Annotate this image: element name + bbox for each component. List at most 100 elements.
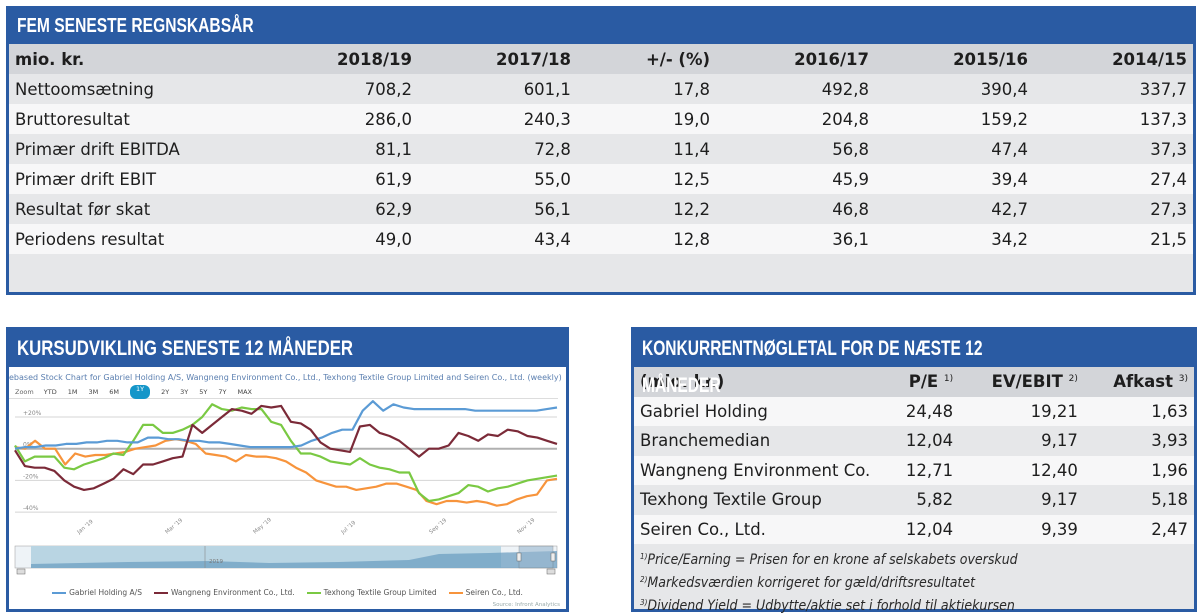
column-header: +/- (%) (576, 44, 717, 74)
cell-value: 3,93 (1083, 426, 1194, 456)
empty-cell (9, 254, 259, 284)
cell-value: 72,8 (417, 134, 577, 164)
legend-label: Gabriel Holding A/S (69, 588, 142, 597)
footnote: 2)Markedsværdien korrigeret for gæld/dri… (640, 570, 1188, 593)
row-label: Periodens resultat (9, 224, 259, 254)
chart-source: Source: Infront Analytics (492, 602, 560, 608)
cell-value: 12,2 (576, 194, 717, 224)
peer-row: Gabriel Holding 24,48 19,21 1,63 (634, 396, 1194, 426)
cell-value: 9,39 (959, 514, 1084, 544)
zoom-button-2y[interactable]: 2Y (161, 387, 170, 396)
chart-subtitle: ebased Stock Chart for Gabriel Holding A… (9, 373, 562, 382)
stock-chart-title: KURSUDVIKLING SENESTE 12 MÅNEDER (9, 330, 566, 367)
zoom-button-3m[interactable]: 3M (88, 387, 99, 396)
legend-label: Wangneng Environment Co., Ltd. (170, 588, 295, 597)
cell-value: 9,17 (959, 485, 1084, 515)
navigator-handle-left[interactable] (516, 552, 522, 562)
row-label: Wangneng Environment Co. (634, 455, 884, 485)
navigator-selection[interactable] (518, 545, 554, 569)
column-label: (mio. kr.) (640, 372, 725, 392)
cell-value: 12,8 (576, 224, 717, 254)
cell-value: 49,0 (259, 224, 418, 254)
column-header: 2014/15 (1033, 44, 1193, 74)
zoom-button-3y[interactable]: 3Y (180, 387, 189, 396)
footnote-mark: 1) (640, 552, 648, 561)
peers-title: KONKURRENTNØGLETAL FOR DE NÆSTE 12 MÅNED… (634, 330, 1194, 397)
financials-panel: FEM SENESTE REGNSKABSÅR mio. kr. 2018/19… (6, 6, 1196, 295)
cell-value: 42,7 (875, 194, 1034, 224)
x-tick-label: Sep '19 (428, 517, 448, 535)
navigator-year-label: 2019 (209, 559, 223, 565)
cell-value: 159,2 (875, 104, 1034, 134)
footnote-mark: 2) (1068, 374, 1078, 385)
cell-value: 708,2 (259, 74, 418, 104)
series-line-wangneng (14, 404, 558, 492)
row-label: Bruttoresultat (9, 104, 259, 134)
x-tick-label: Mar '19 (164, 517, 184, 535)
cell-value: 43,4 (417, 224, 577, 254)
zoom-button-1y[interactable]: 1Y (129, 384, 151, 399)
financials-row: Nettoomsætning 708,2 601,1 17,8 492,8 390,4 33… (9, 74, 1193, 104)
legend-item[interactable]: Wangneng Environment Co., Ltd. (153, 588, 295, 597)
legend-item[interactable]: Seiren Co., Ltd. (448, 588, 523, 597)
cell-value: 9,17 (959, 426, 1084, 456)
column-header: Afkast 3) (1083, 367, 1194, 397)
zoom-button-max[interactable]: MAX (237, 387, 253, 396)
cell-value: 45,9 (716, 164, 876, 194)
row-label: Seiren Co., Ltd. (634, 514, 884, 544)
footnote-mark: 3) (1178, 374, 1188, 385)
chart-legend: Gabriel Holding A/S Wangneng Environment … (9, 588, 566, 597)
zoom-label: Zoom (15, 387, 34, 396)
cell-value: 601,1 (417, 74, 577, 104)
footnote-text: Dividend Yield = Udbytte/aktie set i for… (647, 598, 1015, 614)
navigator-handle-right[interactable] (550, 552, 556, 562)
cell-value: 12,04 (884, 514, 960, 544)
zoom-button-5y[interactable]: 5Y (199, 387, 208, 396)
scroll-right-button[interactable] (546, 568, 556, 575)
cell-value: 12,40 (959, 455, 1084, 485)
row-label: Primær drift EBITDA (9, 134, 259, 164)
cell-value: 17,8 (576, 74, 717, 104)
cell-value: 24,48 (884, 396, 960, 426)
cell-value: 27,3 (1033, 194, 1193, 224)
empty-cell (259, 254, 418, 284)
financials-table: mio. kr. 2018/19 2017/18 +/- (%) 2016/17… (9, 44, 1193, 284)
x-tick-label: Jan '19 (76, 519, 95, 537)
legend-swatch (153, 591, 168, 594)
scroll-left-button[interactable] (16, 568, 26, 575)
cell-value: 36,1 (716, 224, 876, 254)
cell-value: 5,82 (884, 485, 960, 515)
legend-item[interactable]: Gabriel Holding A/S (52, 588, 142, 597)
series-line-texhong (14, 403, 558, 503)
x-tick-label: Nov '19 (516, 517, 536, 535)
financials-title: FEM SENESTE REGNSKABSÅR (9, 9, 1193, 44)
stock-line-chart: +20%0%-20%-40%Jan '19 Mar '19 May '19 Jul '… (14, 400, 558, 575)
cell-value: 11,4 (576, 134, 717, 164)
row-label: Resultat før skat (9, 194, 259, 224)
y-tick-label: +20% (23, 410, 42, 417)
zoom-button-1m[interactable]: 1M (67, 387, 78, 396)
footnote-text: Markedsværdien korrigeret for gæld/drift… (647, 575, 976, 591)
empty-cell (576, 254, 717, 284)
filler-row (9, 254, 1193, 284)
legend-item[interactable]: Texhong Textile Group Limited (306, 588, 437, 597)
cell-value: 56,8 (716, 134, 876, 164)
zoom-button-7y[interactable]: 7Y (218, 387, 227, 396)
zoom-button-ytd[interactable]: YTD (43, 387, 57, 396)
column-label: P/E (908, 372, 939, 392)
legend-swatch (448, 591, 463, 594)
footnote: 3)Dividend Yield = Udbytte/aktie set i f… (640, 593, 1188, 615)
cell-value: 337,7 (1033, 74, 1193, 104)
cell-value: 39,4 (875, 164, 1034, 194)
cell-value: 19,21 (959, 396, 1084, 426)
cell-value: 2,47 (1083, 514, 1194, 544)
zoom-button-6m[interactable]: 6M (109, 387, 119, 396)
row-label: Texhong Textile Group (634, 485, 884, 515)
column-header: 2015/16 (875, 44, 1034, 74)
cell-value: 19,0 (576, 104, 717, 134)
series-line-gabriel (14, 400, 558, 450)
peer-row: Texhong Textile Group 5,82 9,17 5,18 (634, 485, 1194, 515)
financials-row: Periodens resultat 49,0 43,4 12,8 36,1 34,2 21… (9, 224, 1193, 254)
column-header: 2016/17 (716, 44, 876, 74)
legend-label: Seiren Co., Ltd. (465, 588, 523, 597)
